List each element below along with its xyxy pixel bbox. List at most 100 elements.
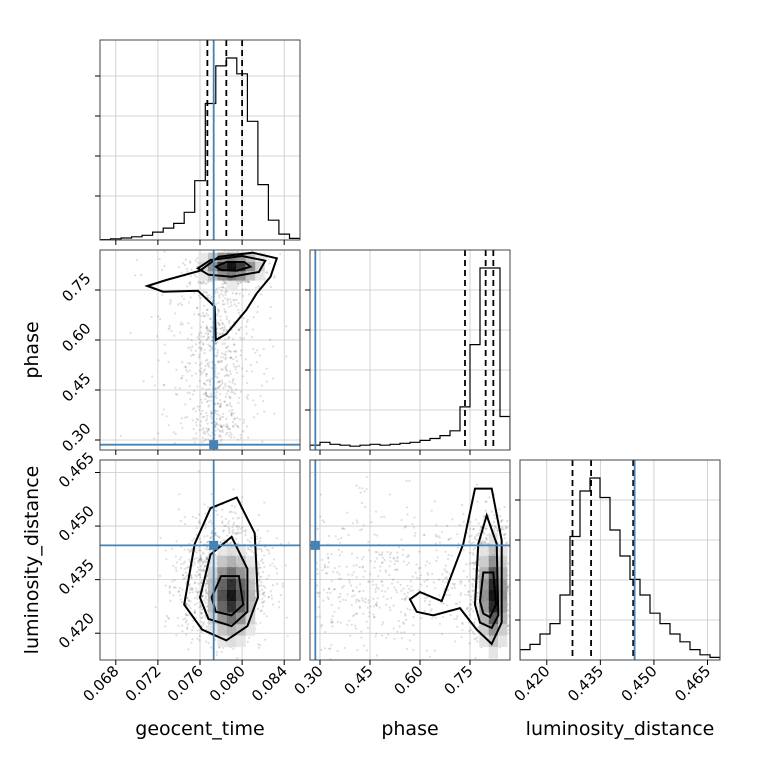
density-cell [217, 567, 227, 579]
sample-point [511, 611, 513, 613]
sample-point [234, 383, 237, 386]
sample-point [413, 633, 416, 637]
sample-point [355, 576, 358, 579]
sample-point [174, 566, 177, 570]
sample-point [278, 600, 281, 603]
sample-point [375, 583, 378, 586]
sample-point [381, 551, 384, 554]
sample-point [200, 412, 203, 416]
sample-point [388, 553, 392, 556]
density-cell [226, 612, 237, 625]
sample-point [355, 564, 358, 567]
sample-point [365, 487, 368, 491]
sample-point [192, 437, 195, 440]
sample-point [239, 437, 242, 440]
sample-point [479, 540, 482, 544]
sample-point [227, 526, 230, 529]
sample-point [198, 635, 201, 638]
sample-point [194, 574, 197, 577]
sample-point [382, 621, 385, 624]
sample-point [221, 342, 224, 346]
sample-point [183, 577, 186, 580]
sample-point [196, 306, 199, 310]
sample-point [185, 633, 188, 636]
sample-point [256, 548, 259, 551]
sample-point [197, 561, 200, 564]
sample-point [231, 526, 234, 529]
sample-point [190, 588, 194, 591]
sample-point [467, 540, 471, 543]
sample-point [406, 513, 409, 516]
sample-point [214, 347, 217, 350]
sample-point [259, 621, 262, 624]
sample-point [206, 399, 210, 402]
sample-point [267, 574, 270, 578]
sample-point [438, 536, 441, 539]
sample-point [395, 591, 399, 594]
sample-point [184, 365, 187, 369]
sample-point [228, 386, 231, 389]
sample-point [241, 367, 244, 370]
sample-point [225, 373, 228, 376]
sample-point [197, 558, 201, 561]
sample-point [502, 533, 505, 536]
density-cell [488, 647, 498, 659]
sample-point [230, 405, 233, 408]
sample-point [486, 534, 489, 537]
density-cell [488, 601, 498, 613]
sample-point [198, 405, 201, 408]
sample-point [205, 605, 208, 609]
sample-point [190, 629, 194, 632]
sample-point [177, 624, 180, 627]
sample-point [215, 509, 218, 512]
sample-point [460, 580, 463, 583]
sample-point [214, 433, 217, 436]
sample-point [228, 427, 231, 430]
sample-point [480, 526, 483, 529]
sample-point [209, 392, 212, 395]
sample-point [199, 541, 202, 544]
y-axis-label-phase: phase [21, 321, 43, 378]
sample-point [215, 417, 219, 420]
sample-point [414, 532, 417, 535]
sample-point [198, 337, 201, 340]
density-cell [207, 601, 218, 613]
sample-point [364, 506, 367, 509]
sample-point [178, 387, 181, 390]
sample-point [265, 367, 268, 370]
sample-point [203, 415, 206, 418]
sample-point [186, 596, 189, 600]
sample-point [200, 560, 203, 563]
sample-point [454, 640, 457, 643]
sample-point [205, 595, 208, 598]
y-tick-label: 0.30 [58, 419, 94, 455]
sample-point [205, 411, 208, 415]
sample-point [220, 426, 223, 429]
sample-point [181, 361, 184, 364]
sample-point [210, 531, 213, 535]
sample-point [193, 557, 196, 561]
sample-point [348, 581, 351, 584]
sample-point [175, 368, 178, 371]
sample-point [196, 637, 199, 640]
sample-point [461, 504, 464, 507]
sample-point [472, 541, 475, 544]
sample-point [203, 382, 206, 385]
sample-point [195, 424, 198, 427]
sample-point [206, 429, 210, 432]
sample-point [338, 554, 341, 557]
sample-point [461, 629, 464, 632]
sample-point [208, 379, 211, 382]
sample-point [246, 381, 249, 385]
sample-point [364, 597, 367, 601]
sample-point [196, 594, 199, 597]
sample-point [196, 629, 199, 632]
sample-point [230, 504, 234, 507]
sample-point [203, 503, 206, 506]
sample-point [420, 616, 423, 620]
sample-point [359, 583, 362, 586]
sample-point [232, 363, 235, 366]
sample-point [474, 618, 477, 621]
sample-point [218, 294, 221, 297]
sample-point [406, 591, 409, 594]
